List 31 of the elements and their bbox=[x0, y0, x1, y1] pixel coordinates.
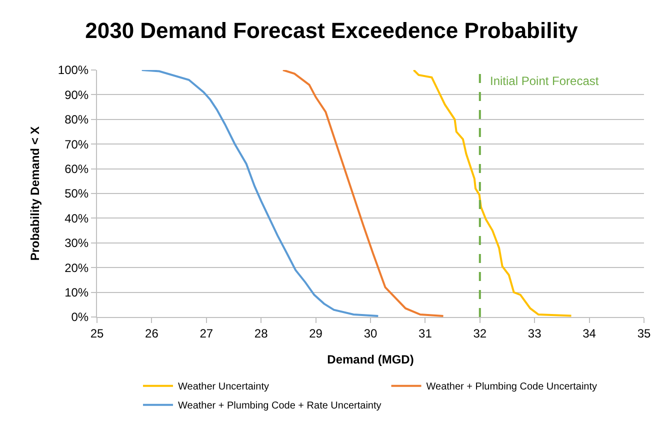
x-tick-label: 35 bbox=[637, 326, 651, 340]
x-tick-label: 31 bbox=[418, 326, 432, 340]
legend-label: Weather + Plumbing Code + Rate Uncertainty bbox=[178, 400, 382, 412]
legend-label: Weather + Plumbing Code Uncertainty bbox=[426, 382, 598, 393]
y-tick-label: 90% bbox=[64, 88, 89, 102]
y-tick-label: 100% bbox=[58, 63, 89, 78]
x-tick-label: 26 bbox=[145, 326, 159, 340]
y-axis-title: Probability Demand < X bbox=[28, 126, 42, 261]
x-tick-label: 29 bbox=[309, 326, 323, 340]
x-axis-title: Demand (MGD) bbox=[327, 352, 414, 366]
x-tick-label: 32 bbox=[473, 326, 487, 340]
y-tick-label: 40% bbox=[64, 211, 89, 226]
ref-line-label: Initial Point Forecast bbox=[490, 74, 600, 88]
y-tick-label: 60% bbox=[64, 162, 89, 176]
chart-title: 2030 Demand Forecast Exceedence Probability bbox=[85, 18, 579, 43]
y-tick-label: 30% bbox=[64, 236, 89, 250]
x-tick-label: 25 bbox=[90, 326, 104, 340]
y-tick-label: 20% bbox=[64, 260, 89, 275]
y-tick-label: 80% bbox=[64, 112, 89, 127]
x-tick-label: 27 bbox=[200, 326, 214, 340]
legend-label: Weather Uncertainty bbox=[178, 382, 269, 393]
y-tick-label: 70% bbox=[64, 137, 89, 152]
x-tick-label: 28 bbox=[254, 326, 268, 340]
x-tick-label: 33 bbox=[528, 326, 542, 340]
y-tick-label: 0% bbox=[71, 310, 89, 324]
line-series bbox=[282, 70, 444, 317]
y-tick-label: 10% bbox=[64, 286, 89, 300]
y-tick-label: 50% bbox=[64, 186, 89, 201]
line-series bbox=[140, 70, 380, 317]
x-tick-label: 34 bbox=[582, 326, 596, 340]
x-tick-label: 30 bbox=[364, 326, 378, 340]
